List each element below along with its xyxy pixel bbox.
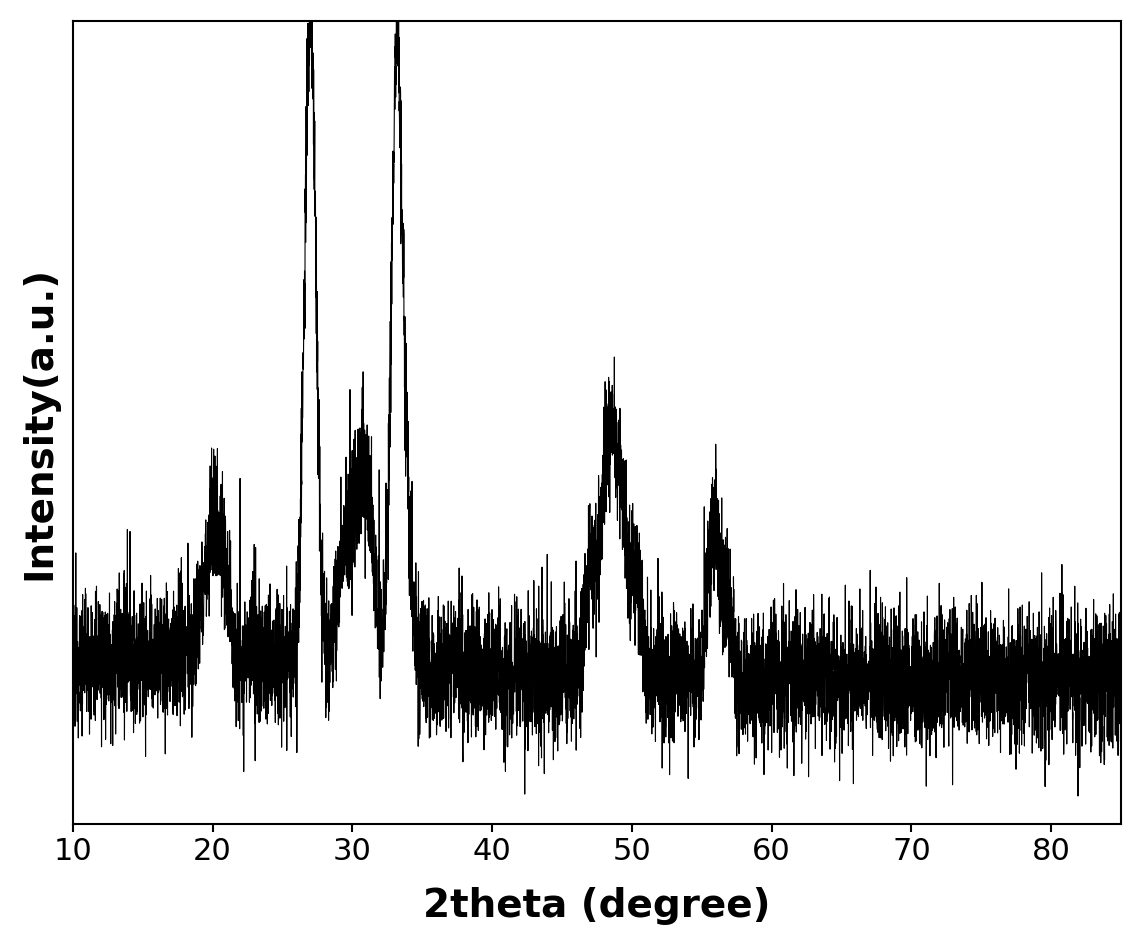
X-axis label: 2theta (degree): 2theta (degree) [424, 887, 771, 925]
Y-axis label: Intensity(a.u.): Intensity(a.u.) [21, 266, 59, 580]
